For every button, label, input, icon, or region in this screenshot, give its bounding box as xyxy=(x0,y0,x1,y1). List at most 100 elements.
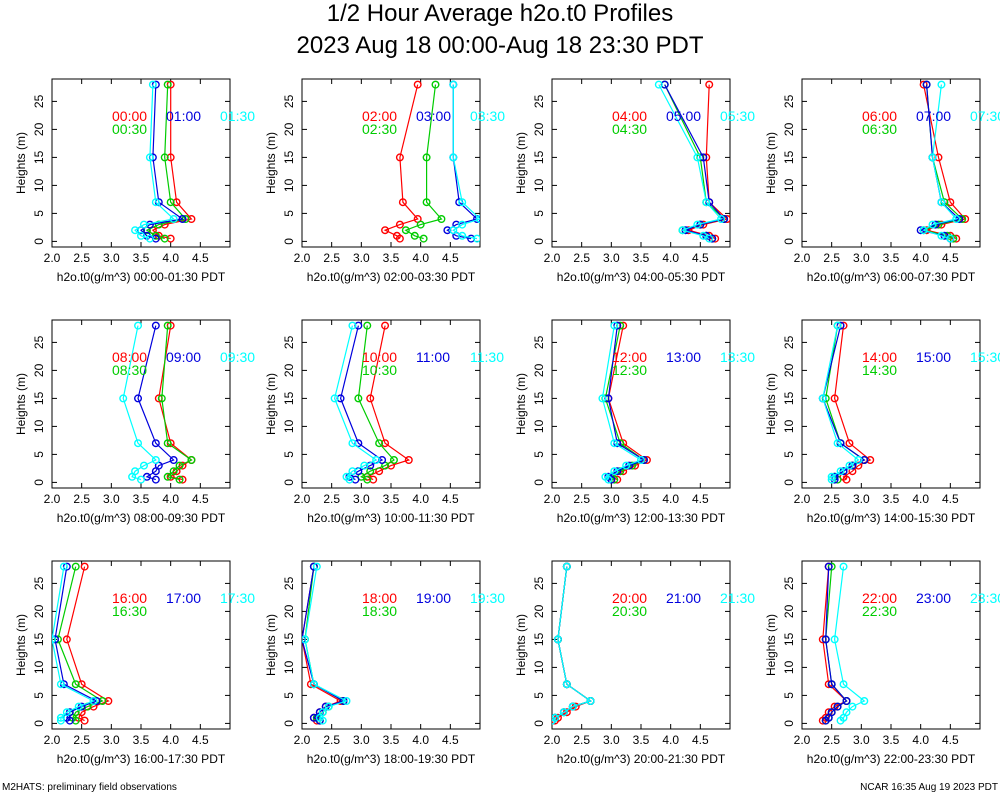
data-point xyxy=(562,680,571,689)
data-point xyxy=(821,635,830,644)
profile-panel: 2.0 2.5 3.0 3.5 4.0 4.5 0 5 10 15 20 25 Heights (m) h… xyxy=(264,560,505,766)
data-point xyxy=(842,697,851,706)
y-tick-label: 15 xyxy=(532,632,546,646)
series-line xyxy=(601,325,643,481)
data-point xyxy=(654,80,663,89)
data-point xyxy=(833,439,842,448)
y-axis-label: Heights (m) xyxy=(264,132,278,194)
x-tick-label: 3.5 xyxy=(883,733,900,747)
data-point xyxy=(169,467,178,476)
series-group xyxy=(381,80,480,243)
legend-entry: 09:00 xyxy=(166,349,201,365)
data-point xyxy=(136,231,145,240)
data-point xyxy=(366,467,375,476)
x-tick-label: 3.0 xyxy=(353,733,370,747)
data-point xyxy=(839,562,848,571)
chart-subtitle: 2023 Aug 18 00:00-Aug 18 23:30 PDT xyxy=(296,32,704,59)
series-line xyxy=(383,84,419,240)
series-group xyxy=(552,562,595,725)
y-tick-label: 0 xyxy=(532,238,546,245)
series-line xyxy=(151,84,193,240)
x-tick-label: 4.0 xyxy=(162,733,179,747)
series-group xyxy=(52,562,113,725)
data-point xyxy=(830,394,839,403)
legend-entry: 21:00 xyxy=(666,590,701,606)
legend-entry: 20:30 xyxy=(612,603,647,619)
data-point xyxy=(398,198,407,207)
legend-entry: 02:00 xyxy=(362,108,397,124)
legend-entry: 00:30 xyxy=(112,121,147,137)
x-tick-label: 3.5 xyxy=(383,492,400,506)
x-axis-label: h2o.t0(g/m^3) 10:00-11:30 PDT xyxy=(307,511,475,525)
y-tick-label: 15 xyxy=(32,632,46,646)
y-tick-label: 15 xyxy=(282,391,296,405)
y-tick-label: 15 xyxy=(532,150,546,164)
y-tick-label: 5 xyxy=(782,692,796,699)
legend-entry: 04:30 xyxy=(612,121,647,137)
series-line xyxy=(923,84,967,240)
x-tick-label: 4.0 xyxy=(412,492,429,506)
data-point xyxy=(59,562,68,571)
legend-entry: 05:00 xyxy=(666,108,701,124)
x-axis-label: h2o.t0(g/m^3) 08:00-09:30 PDT xyxy=(57,511,226,525)
data-point xyxy=(309,680,318,689)
y-tick-label: 5 xyxy=(782,451,796,458)
series-group xyxy=(818,321,875,484)
data-point xyxy=(449,153,458,162)
profile-panel: 2.0 2.5 3.0 3.5 4.0 4.5 0 5 10 15 20 25 Heights (m) h… xyxy=(14,78,255,284)
y-tick-label: 20 xyxy=(32,363,46,377)
legend-entry: 17:00 xyxy=(166,590,201,606)
y-tick-label: 0 xyxy=(282,479,296,486)
legend-entry: 03:00 xyxy=(416,108,451,124)
data-point xyxy=(74,702,83,711)
y-tick-label: 10 xyxy=(532,660,546,674)
data-point xyxy=(637,456,646,465)
data-point xyxy=(419,234,428,243)
y-axis-label: Heights (m) xyxy=(764,132,778,194)
legend-entry: 11:30 xyxy=(470,349,504,365)
x-tick-label: 2.5 xyxy=(323,492,340,506)
x-tick-label: 2.5 xyxy=(823,251,840,265)
series-line xyxy=(825,566,848,722)
legend-entry: 04:00 xyxy=(612,108,647,124)
data-point xyxy=(324,702,333,711)
data-point xyxy=(381,226,390,235)
data-point xyxy=(395,153,404,162)
data-point xyxy=(693,153,702,162)
data-point xyxy=(562,562,571,571)
data-point xyxy=(622,461,631,470)
y-tick-label: 5 xyxy=(532,451,546,458)
data-point xyxy=(163,472,172,481)
data-point xyxy=(160,153,169,162)
data-point xyxy=(416,220,425,229)
y-axis-label: Heights (m) xyxy=(14,132,28,194)
legend-entry: 02:30 xyxy=(362,121,397,137)
x-tick-label: 2.5 xyxy=(323,251,340,265)
data-point xyxy=(827,708,836,717)
data-point xyxy=(824,562,833,571)
data-point xyxy=(62,708,71,717)
data-point xyxy=(860,697,869,706)
profile-panel: 2.0 2.5 3.0 3.5 4.0 4.5 0 5 10 15 20 25 Heights (m) h… xyxy=(264,78,505,284)
y-tick-label: 5 xyxy=(32,210,46,217)
x-tick-label: 4.5 xyxy=(692,733,709,747)
x-tick-label: 4.0 xyxy=(912,733,929,747)
data-point xyxy=(151,198,160,207)
legend-entry: 18:00 xyxy=(362,590,397,606)
x-tick-label: 4.5 xyxy=(942,492,959,506)
data-point xyxy=(458,220,467,229)
data-point xyxy=(937,231,946,240)
series-line xyxy=(140,84,185,240)
x-tick-label: 3.5 xyxy=(883,492,900,506)
y-tick-label: 5 xyxy=(282,451,296,458)
data-point xyxy=(71,680,80,689)
legend-entry: 10:00 xyxy=(362,349,397,365)
y-tick-label: 25 xyxy=(282,335,296,349)
y-tick-label: 10 xyxy=(532,178,546,192)
x-tick-label: 3.5 xyxy=(383,733,400,747)
data-point xyxy=(422,198,431,207)
data-point xyxy=(372,456,381,465)
legend-entry: 09:30 xyxy=(220,349,255,365)
y-tick-label: 25 xyxy=(32,335,46,349)
x-tick-label: 4.5 xyxy=(692,251,709,265)
